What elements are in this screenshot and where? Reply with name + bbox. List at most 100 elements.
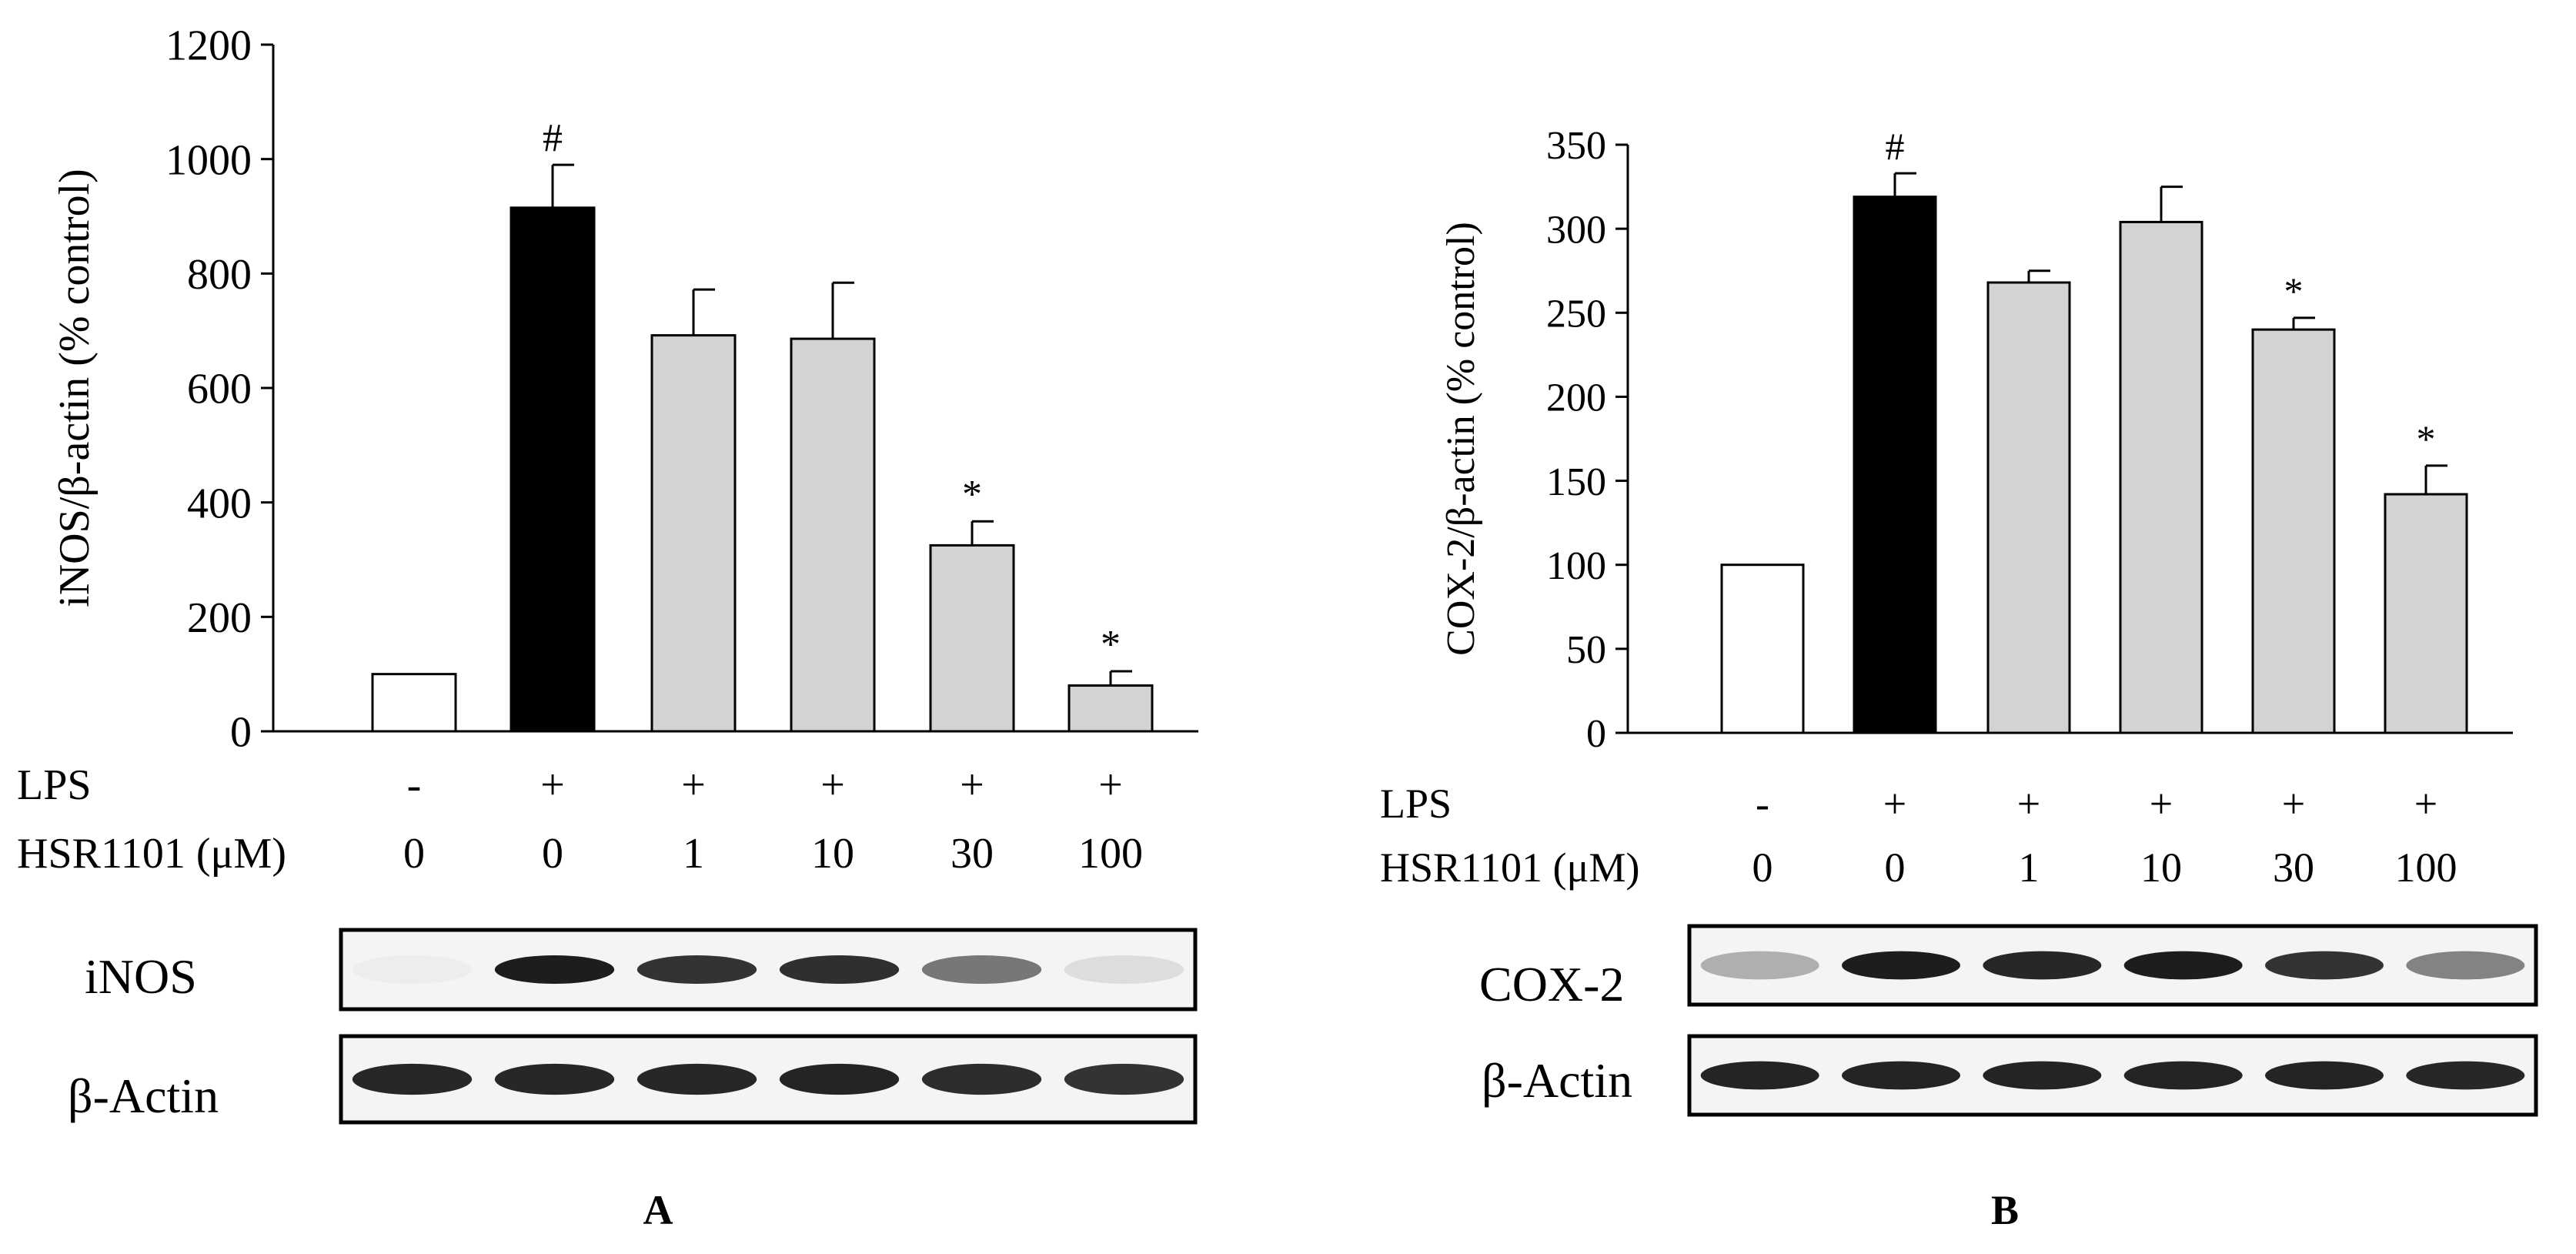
blot-frame	[339, 928, 1198, 1012]
lps-row-label: LPS	[1380, 781, 1452, 827]
blot-band	[2406, 951, 2525, 980]
dose-label: 1	[683, 830, 704, 878]
lps-sign: -	[407, 761, 422, 809]
bar	[1720, 563, 1805, 734]
blot-band	[1064, 955, 1184, 985]
blot-band	[636, 1063, 757, 1095]
y-tick-label: 400	[187, 480, 252, 527]
dose-label: 0	[542, 830, 563, 878]
significance-mark: #	[1886, 125, 1905, 168]
lps-sign: +	[681, 761, 706, 809]
y-axis-label: COX-2/β-actin (% control)	[1439, 222, 1483, 656]
y-tick-label: 800	[187, 251, 252, 299]
hsr-row-label: HSR1101 (μM)	[17, 830, 286, 878]
significance-mark: #	[543, 116, 563, 160]
dose-label: 0	[1752, 844, 1773, 891]
blot-frame	[339, 1034, 1198, 1125]
y-tick-label: 1200	[165, 22, 252, 70]
y-tick-label: 0	[1586, 712, 1606, 756]
blot-band	[494, 1063, 615, 1095]
blot-label: β-Actin	[1482, 1053, 1632, 1108]
bar	[1986, 281, 2071, 734]
lps-sign: +	[1883, 781, 1906, 827]
lps-sign: +	[540, 761, 565, 809]
blot-band	[2123, 951, 2243, 980]
blot-band	[2265, 951, 2384, 980]
lps-sign: +	[820, 761, 845, 809]
blot-band	[779, 955, 900, 985]
dose-label: 0	[1885, 844, 1906, 891]
bar	[510, 206, 596, 733]
blot-frame	[1687, 1034, 2538, 1117]
significance-mark: *	[2284, 269, 2304, 313]
blot-band	[1700, 951, 1819, 980]
blot-band	[352, 955, 472, 984]
significance-mark: *	[962, 473, 982, 517]
blot-band	[636, 955, 757, 985]
y-tick-label: 150	[1546, 460, 1606, 504]
lps-sign: +	[1098, 761, 1123, 809]
dose-label: 100	[2395, 844, 2457, 891]
blot-band	[2406, 1061, 2525, 1090]
blot-label: iNOS	[85, 949, 197, 1004]
lps-sign: +	[2017, 781, 2040, 827]
lps-row-label: LPS	[17, 761, 92, 809]
bar	[1853, 196, 1937, 734]
lps-sign: -	[1756, 781, 1769, 827]
y-tick-label: 1000	[165, 136, 252, 184]
lps-sign: +	[960, 761, 984, 809]
y-tick-label: 600	[187, 366, 252, 413]
dose-label: 30	[2273, 844, 2314, 891]
dose-label: 30	[951, 830, 994, 878]
panel-letter: B	[1991, 1187, 2019, 1233]
y-tick-label: 200	[1546, 376, 1606, 420]
bar	[790, 337, 876, 733]
blot-band	[1983, 951, 2102, 980]
panel-letter: A	[643, 1187, 673, 1233]
bar	[2119, 220, 2203, 734]
blot-band	[779, 1063, 900, 1095]
blot-band	[921, 1063, 1042, 1095]
blot-band	[1842, 1061, 1960, 1090]
hsr-row-label: HSR1101 (μM)	[1380, 844, 1639, 891]
blot-band	[1064, 1063, 1184, 1095]
y-axis-label: iNOS/β-actin (% control)	[51, 169, 99, 607]
lps-sign: +	[2282, 781, 2305, 827]
blot-frame	[1687, 924, 2538, 1007]
dose-label: 100	[1078, 830, 1143, 878]
bar	[2251, 328, 2336, 734]
blot-band	[2265, 1061, 2384, 1090]
blot-band	[921, 955, 1042, 985]
y-tick-label: 0	[230, 709, 252, 757]
blot-label: COX-2	[1479, 957, 1624, 1012]
y-tick-label: 300	[1546, 208, 1606, 252]
blot-band	[1983, 1061, 2102, 1090]
blot-band	[1700, 1061, 1819, 1090]
dose-label: 1	[2019, 844, 2040, 891]
blot-band	[2123, 1061, 2243, 1090]
lps-sign: +	[2150, 781, 2173, 827]
blot-band	[1842, 951, 1960, 980]
significance-mark: *	[2417, 417, 2436, 460]
bar	[650, 334, 737, 733]
y-tick-label: 250	[1546, 292, 1606, 336]
dose-label: 10	[2140, 844, 2182, 891]
lps-sign: +	[2414, 781, 2437, 827]
dose-label: 10	[811, 830, 854, 878]
bar	[371, 673, 457, 733]
bar	[2384, 493, 2468, 734]
y-tick-label: 100	[1546, 544, 1606, 588]
dose-label: 0	[403, 830, 425, 878]
blot-label: β-Actin	[68, 1068, 219, 1123]
blot-band	[494, 955, 615, 985]
significance-mark: *	[1101, 623, 1121, 667]
y-tick-label: 200	[187, 594, 252, 642]
bar	[1067, 684, 1154, 733]
y-tick-label: 350	[1546, 124, 1606, 168]
blot-band	[352, 1063, 473, 1095]
y-tick-label: 50	[1566, 628, 1606, 672]
bar	[929, 543, 1015, 733]
